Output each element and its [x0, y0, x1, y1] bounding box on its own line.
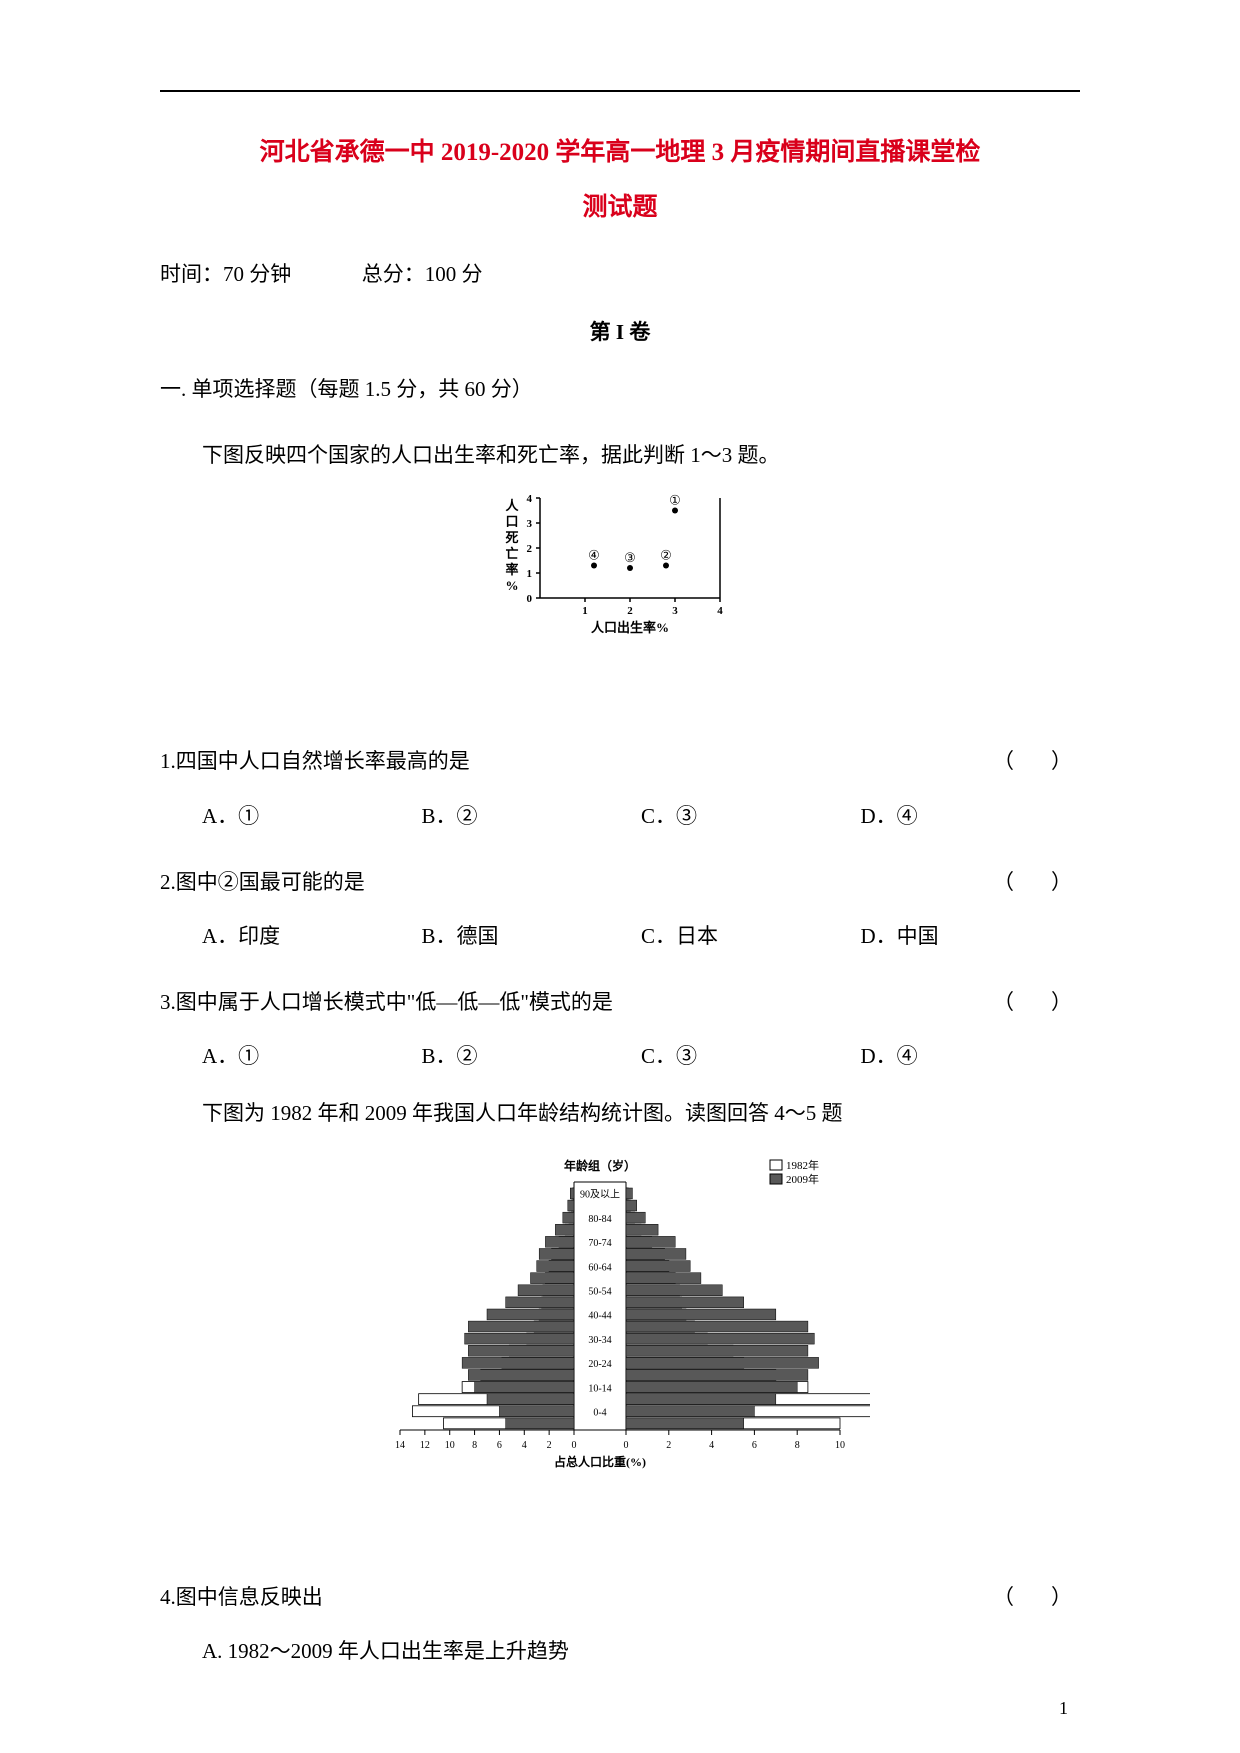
- svg-text:10: 10: [835, 1440, 845, 1451]
- svg-text:②: ②: [660, 548, 672, 563]
- option: D．中国: [861, 913, 1081, 959]
- svg-text:%: %: [506, 578, 519, 593]
- svg-text:亡: 亡: [505, 546, 518, 561]
- svg-text:1982年: 1982年: [786, 1158, 819, 1172]
- question-stem: 3.图中属于人口增长模式中"低—低—低"模式的是: [160, 979, 993, 1025]
- svg-text:口: 口: [505, 514, 518, 529]
- svg-text:1: 1: [527, 568, 533, 580]
- svg-text:2: 2: [527, 543, 533, 555]
- option: A．①: [202, 793, 422, 839]
- svg-text:0: 0: [572, 1440, 577, 1451]
- question-3: 3.图中属于人口增长模式中"低—低—低"模式的是（ ） A．①B．②C．③D．④: [160, 979, 1080, 1079]
- population-pyramid-chart: 年龄组（岁） 1982年2009年 90及以上 80-84 70-74 60-64 50-5…: [370, 1154, 870, 1484]
- time-label: 时间：70 分钟: [160, 262, 291, 286]
- svg-text:0: 0: [527, 593, 533, 605]
- svg-text:50-54: 50-54: [588, 1286, 611, 1297]
- top-horizontal-rule: [160, 90, 1080, 92]
- svg-text:率: 率: [505, 562, 518, 577]
- svg-text:3: 3: [527, 518, 533, 530]
- question-stem: 2.图中②国最可能的是: [160, 859, 993, 905]
- svg-text:14: 14: [395, 1440, 405, 1451]
- page-number: 1: [1059, 1698, 1068, 1719]
- svg-text:4: 4: [527, 493, 533, 505]
- answer-paren: （ ）: [993, 859, 1080, 905]
- option: B．②: [422, 793, 642, 839]
- svg-text:8: 8: [795, 1440, 800, 1451]
- option: A．印度: [202, 913, 422, 959]
- q4-option-a: A. 1982～2009 年人口出生率是上升趋势: [160, 1628, 1080, 1674]
- question-1: 1.四国中人口自然增长率最高的是（ ） A．①B．②C．③D．④: [160, 738, 1080, 838]
- svg-text:死: 死: [505, 530, 518, 545]
- svg-text:40-44: 40-44: [588, 1310, 611, 1321]
- svg-text:①: ①: [669, 493, 681, 508]
- score-label: 总分：100 分: [362, 262, 483, 286]
- q4-num: 4.: [160, 1585, 176, 1609]
- option: C．③: [641, 793, 861, 839]
- svg-text:年龄组（岁）: 年龄组（岁）: [564, 1158, 636, 1173]
- svg-text:2: 2: [547, 1440, 552, 1451]
- question-4: 4.图中信息反映出 （ ） A. 1982～2009 年人口出生率是上升趋势: [160, 1574, 1080, 1674]
- svg-text:30-34: 30-34: [588, 1335, 611, 1346]
- section-instruction: 一. 单项选择题（每题 1.5 分，共 60 分）: [160, 366, 1080, 412]
- option: C．③: [641, 1033, 861, 1079]
- svg-text:4: 4: [717, 605, 723, 617]
- svg-text:8: 8: [472, 1440, 477, 1451]
- svg-text:0-4: 0-4: [593, 1407, 606, 1418]
- option: B．②: [422, 1033, 642, 1079]
- answer-paren: （ ）: [993, 979, 1080, 1025]
- svg-text:20-24: 20-24: [588, 1359, 611, 1370]
- intro-text-1: 下图反映四个国家的人口出生率和死亡率，据此判断 1～3 题。: [160, 432, 1080, 478]
- svg-text:6: 6: [497, 1440, 502, 1451]
- svg-text:占总人口比重(%): 占总人口比重(%): [554, 1454, 646, 1469]
- section-heading: 第 I 卷: [160, 316, 1080, 346]
- scatter-chart: 012341234人口死亡率%人口出生率%①②③④: [490, 488, 750, 638]
- option: D．④: [861, 793, 1081, 839]
- svg-text:4: 4: [709, 1440, 714, 1451]
- svg-text:60-64: 60-64: [588, 1262, 611, 1273]
- svg-text:2009年: 2009年: [786, 1172, 819, 1186]
- question-2: 2.图中②国最可能的是（ ） A．印度B．德国C．日本D．中国: [160, 859, 1080, 959]
- answer-paren: （ ）: [993, 738, 1080, 784]
- answer-paren: （ ）: [993, 1574, 1080, 1620]
- q4-stem: 图中信息反映出: [176, 1585, 323, 1609]
- title-line-1: 河北省承德一中 2019-2020 学年高一地理 3 月疫情期间直播课堂检: [160, 130, 1080, 175]
- svg-text:人口出生率%: 人口出生率%: [591, 620, 669, 635]
- title-line-2: 测试题: [160, 185, 1080, 230]
- svg-text:3: 3: [672, 605, 678, 617]
- question-stem: 1.四国中人口自然增长率最高的是: [160, 738, 993, 784]
- svg-text:③: ③: [624, 550, 636, 565]
- svg-text:4: 4: [522, 1440, 527, 1451]
- svg-text:10: 10: [445, 1440, 455, 1451]
- option: B．德国: [422, 913, 642, 959]
- intro-text-2: 下图为 1982 年和 2009 年我国人口年龄结构统计图。读图回答 4～5 题: [160, 1090, 1080, 1136]
- svg-text:2: 2: [627, 605, 633, 617]
- svg-text:90及以上: 90及以上: [580, 1188, 620, 1200]
- option: C．日本: [641, 913, 861, 959]
- meta-line: 时间：70 分钟 总分：100 分: [160, 258, 1080, 288]
- option: A．①: [202, 1033, 422, 1079]
- svg-text:④: ④: [588, 548, 600, 563]
- svg-text:10-14: 10-14: [588, 1383, 611, 1394]
- svg-text:70-74: 70-74: [588, 1238, 611, 1249]
- svg-text:12: 12: [420, 1440, 430, 1451]
- svg-text:6: 6: [752, 1440, 757, 1451]
- svg-text:1: 1: [582, 605, 588, 617]
- svg-text:人: 人: [505, 498, 519, 513]
- option: D．④: [861, 1033, 1081, 1079]
- svg-text:80-84: 80-84: [588, 1214, 611, 1225]
- svg-text:0: 0: [624, 1440, 629, 1451]
- svg-text:2: 2: [666, 1440, 671, 1451]
